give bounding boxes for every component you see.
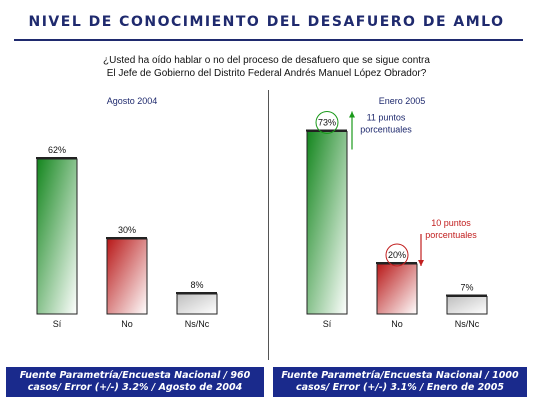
title-rule bbox=[14, 39, 523, 41]
value-label-enero-no: 20% bbox=[388, 250, 406, 260]
bar-agosto-nsnc bbox=[176, 293, 218, 315]
highlight-circle-si bbox=[315, 111, 339, 134]
value-label-enero-si: 73% bbox=[318, 118, 336, 128]
bar-top-edge-agosto-no bbox=[106, 237, 147, 239]
footer-right-line-1: Fuente Parametría/Encuesta Nacional / 10… bbox=[281, 370, 519, 381]
page-title: NIVEL DE CONOCIMIENTO DEL DESAFUERO DE A… bbox=[28, 14, 505, 30]
chart-subtitle-enero: Enero 2005 bbox=[379, 96, 426, 106]
bar-enero-si bbox=[306, 131, 348, 315]
footer-left-line-2: casos/ Error (+/-) 3.2% / Agosto de 2004 bbox=[27, 382, 243, 393]
footer-source-left: Fuente Parametría/Encuesta Nacional / 96… bbox=[6, 367, 264, 397]
bar-agosto-si bbox=[36, 158, 78, 315]
value-label-agosto-nsnc: 8% bbox=[190, 280, 203, 290]
highlight-circle-no bbox=[385, 243, 409, 267]
value-label-agosto-si: 62% bbox=[48, 145, 66, 155]
annotation-down-line-2: porcentuales bbox=[425, 230, 477, 240]
up-arrow-head bbox=[349, 111, 355, 118]
category-label-agosto-si: Sí bbox=[53, 319, 62, 329]
question-line-2: El Jefe de Gobierno del Distrito Federal… bbox=[106, 68, 427, 79]
category-label-agosto-no: No bbox=[121, 319, 133, 329]
panel-divider bbox=[268, 90, 269, 360]
annotation-down-line-1: 10 puntos bbox=[431, 218, 471, 228]
category-label-enero-nsnc: Ns/Nc bbox=[455, 319, 480, 329]
bar-enero-nsnc bbox=[446, 296, 488, 315]
value-label-agosto-no: 30% bbox=[118, 225, 136, 235]
bar-top-edge-agosto-si bbox=[36, 157, 77, 159]
bar-top-edge-enero-si bbox=[306, 129, 347, 132]
question-line-1: ¿Usted ha oído hablar o no del proceso d… bbox=[103, 55, 430, 66]
footer-right-line-2: casos/ Error (+/-) 3.1% / Enero de 2005 bbox=[295, 382, 505, 393]
bar-agosto-no bbox=[106, 238, 148, 315]
annotation-up-line-2: porcentuales bbox=[360, 125, 412, 135]
category-label-enero-si: Sí bbox=[323, 319, 332, 329]
survey-question: ¿Usted ha oído hablar o no del proceso d… bbox=[0, 54, 533, 80]
footer-left-line-1: Fuente Parametría/Encuesta Nacional / 96… bbox=[19, 370, 251, 381]
bar-top-edge-agosto-nsnc bbox=[176, 292, 217, 294]
bar-enero-no bbox=[376, 263, 418, 315]
chart-subtitle-agosto: Agosto 2004 bbox=[107, 96, 158, 106]
category-label-agosto-nsnc: Ns/Nc bbox=[185, 319, 210, 329]
bar-top-edge-enero-no bbox=[376, 262, 417, 264]
footer-source-right: Fuente Parametría/Encuesta Nacional / 10… bbox=[273, 367, 527, 397]
value-label-enero-nsnc: 7% bbox=[460, 283, 473, 293]
down-arrow-head bbox=[418, 260, 424, 266]
category-label-enero-no: No bbox=[391, 319, 403, 329]
bar-top-edge-enero-nsnc bbox=[446, 294, 487, 297]
annotation-up-line-1: 11 puntos bbox=[367, 113, 406, 123]
